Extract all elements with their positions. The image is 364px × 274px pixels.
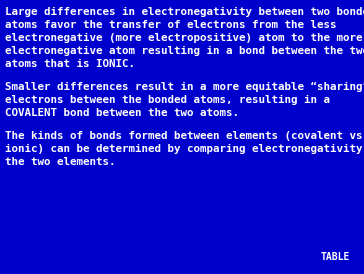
Text: atoms that is IONIC.: atoms that is IONIC. [5,59,135,69]
Text: the two elements.: the two elements. [5,157,115,167]
Text: The kinds of bonds formed between elements (covalent vs: The kinds of bonds formed between elemen… [5,131,363,141]
Text: Smaller differences result in a more equitable “sharing” of: Smaller differences result in a more equ… [5,82,364,92]
Text: electrons between the bonded atoms, resulting in a: electrons between the bonded atoms, resu… [5,95,330,105]
Text: Large differences in electronegativity between two bonded: Large differences in electronegativity b… [5,7,364,17]
Text: ionic) can be determined by comparing electronegativity of: ionic) can be determined by comparing el… [5,144,364,154]
Text: electronegative (more electropositive) atom to the more: electronegative (more electropositive) a… [5,33,363,43]
Text: electronegative atom resulting in a bond between the two: electronegative atom resulting in a bond… [5,46,364,56]
Text: atoms favor the transfer of electrons from the less: atoms favor the transfer of electrons fr… [5,20,336,30]
Text: COVALENT bond between the two atoms.: COVALENT bond between the two atoms. [5,108,239,118]
Text: TABLE: TABLE [321,252,350,262]
